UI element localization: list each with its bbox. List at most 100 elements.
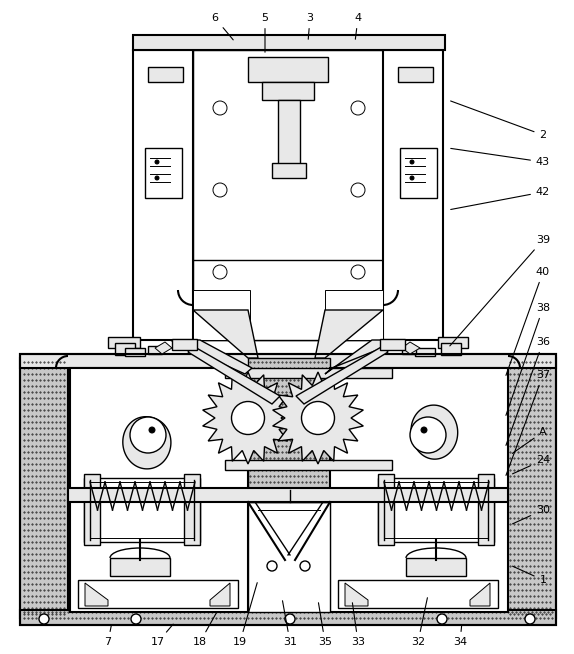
Polygon shape xyxy=(225,460,392,470)
Polygon shape xyxy=(210,583,230,606)
Polygon shape xyxy=(193,290,250,340)
Circle shape xyxy=(410,176,414,180)
Polygon shape xyxy=(84,478,200,542)
Polygon shape xyxy=(415,348,435,356)
Polygon shape xyxy=(248,358,330,490)
Circle shape xyxy=(155,160,159,164)
Polygon shape xyxy=(262,82,314,100)
Polygon shape xyxy=(172,339,197,350)
Circle shape xyxy=(351,183,365,197)
Polygon shape xyxy=(325,340,402,374)
Polygon shape xyxy=(20,610,556,625)
Polygon shape xyxy=(378,478,494,542)
Polygon shape xyxy=(148,346,162,354)
Polygon shape xyxy=(508,358,556,618)
Polygon shape xyxy=(296,346,388,404)
Circle shape xyxy=(130,417,166,453)
Text: 33: 33 xyxy=(351,603,365,647)
Polygon shape xyxy=(411,405,457,459)
Circle shape xyxy=(213,183,227,197)
Polygon shape xyxy=(68,488,508,502)
Polygon shape xyxy=(155,342,172,354)
Polygon shape xyxy=(188,346,280,404)
Polygon shape xyxy=(383,50,443,340)
Text: 42: 42 xyxy=(451,187,550,209)
Polygon shape xyxy=(20,358,68,618)
Circle shape xyxy=(300,561,310,571)
Circle shape xyxy=(131,614,141,624)
Text: 39: 39 xyxy=(450,235,550,346)
Polygon shape xyxy=(406,558,466,576)
Polygon shape xyxy=(184,474,200,545)
Polygon shape xyxy=(315,310,383,358)
Polygon shape xyxy=(85,583,108,606)
Circle shape xyxy=(155,176,159,180)
Text: 30: 30 xyxy=(513,505,550,524)
Text: 34: 34 xyxy=(453,625,467,647)
Polygon shape xyxy=(133,35,445,50)
Polygon shape xyxy=(273,372,363,464)
Polygon shape xyxy=(378,474,394,545)
Polygon shape xyxy=(248,502,330,612)
Text: 1: 1 xyxy=(513,566,546,585)
Text: 40: 40 xyxy=(506,267,550,375)
Polygon shape xyxy=(345,583,368,606)
Circle shape xyxy=(437,614,447,624)
Polygon shape xyxy=(115,343,135,355)
Text: 19: 19 xyxy=(233,583,257,647)
Circle shape xyxy=(267,561,277,571)
Text: 17: 17 xyxy=(151,624,173,647)
Polygon shape xyxy=(133,50,193,340)
Text: 5: 5 xyxy=(262,13,269,52)
Polygon shape xyxy=(478,474,494,545)
Circle shape xyxy=(285,614,295,624)
Circle shape xyxy=(410,160,414,164)
Text: 37: 37 xyxy=(506,370,550,475)
Text: 6: 6 xyxy=(211,13,233,40)
Polygon shape xyxy=(148,67,183,82)
Polygon shape xyxy=(338,580,498,608)
Polygon shape xyxy=(70,368,248,612)
Text: 32: 32 xyxy=(411,598,428,647)
Circle shape xyxy=(351,265,365,279)
Text: 35: 35 xyxy=(318,603,332,647)
Polygon shape xyxy=(123,417,171,469)
Circle shape xyxy=(149,427,155,433)
Polygon shape xyxy=(400,148,437,198)
Circle shape xyxy=(213,101,227,115)
Text: 2: 2 xyxy=(451,101,546,140)
Polygon shape xyxy=(278,100,300,170)
Text: 24: 24 xyxy=(513,455,550,474)
Circle shape xyxy=(231,402,265,434)
Polygon shape xyxy=(470,583,490,606)
Polygon shape xyxy=(108,337,140,348)
Polygon shape xyxy=(20,354,556,368)
Polygon shape xyxy=(125,348,145,356)
Text: 3: 3 xyxy=(307,13,313,39)
Polygon shape xyxy=(441,343,461,355)
Polygon shape xyxy=(193,50,383,340)
Polygon shape xyxy=(402,346,416,354)
Polygon shape xyxy=(203,372,293,464)
Text: 36: 36 xyxy=(506,337,550,445)
Text: A: A xyxy=(512,427,547,453)
Polygon shape xyxy=(68,368,508,610)
Text: 4: 4 xyxy=(354,13,362,39)
Text: 31: 31 xyxy=(282,601,297,647)
Polygon shape xyxy=(272,163,306,178)
Polygon shape xyxy=(438,337,468,348)
Polygon shape xyxy=(225,368,392,378)
Text: 43: 43 xyxy=(451,148,550,167)
Polygon shape xyxy=(110,558,170,576)
Polygon shape xyxy=(84,474,100,545)
Circle shape xyxy=(351,101,365,115)
Polygon shape xyxy=(193,260,383,340)
Polygon shape xyxy=(380,339,405,350)
Circle shape xyxy=(213,265,227,279)
Text: 18: 18 xyxy=(193,612,216,647)
Text: 7: 7 xyxy=(104,625,111,647)
Text: 38: 38 xyxy=(506,303,550,415)
Polygon shape xyxy=(193,310,258,358)
Polygon shape xyxy=(402,342,420,354)
Polygon shape xyxy=(145,148,182,198)
